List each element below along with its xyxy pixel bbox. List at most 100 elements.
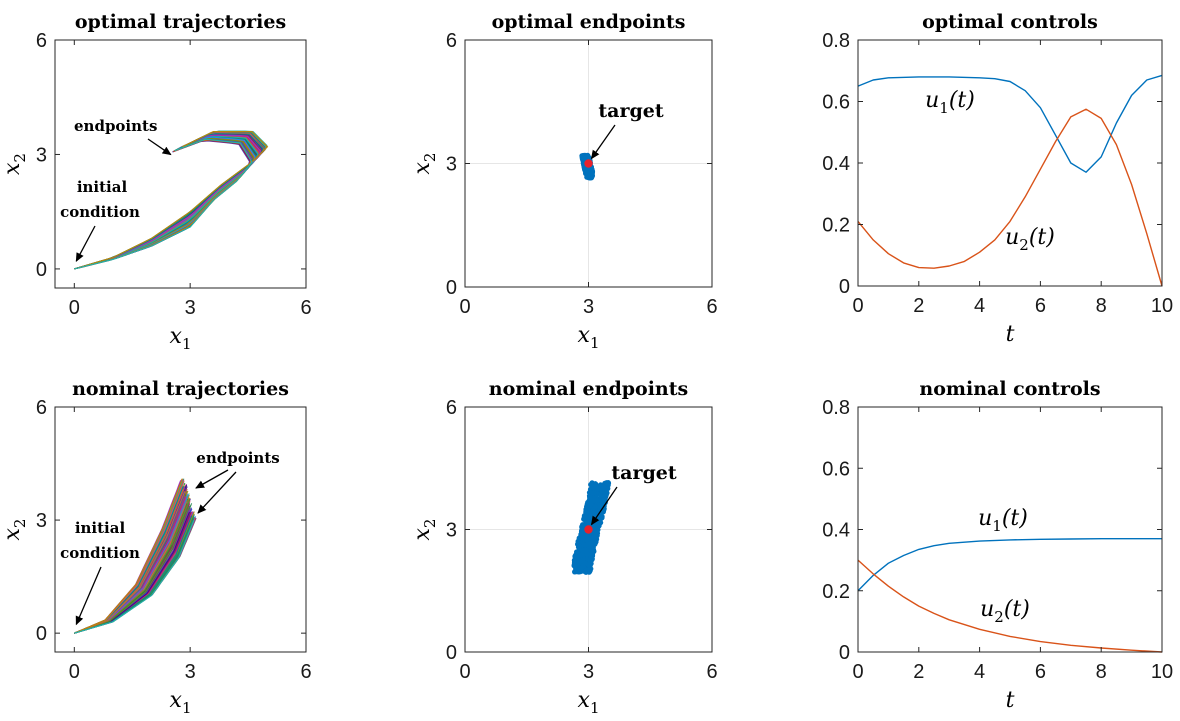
series-label-u2: u2(t) xyxy=(1005,225,1055,254)
y-tick-label: 0.4 xyxy=(822,153,850,175)
target-dot xyxy=(584,159,593,168)
endpoint-dot xyxy=(580,522,586,528)
chart-nominal-trajectories: 0 3 6 0 3 6 nominal trajectories x1 x2 endpoints i… xyxy=(0,378,312,717)
annotation-initial: initial xyxy=(75,519,126,537)
annotation-endpoints: endpoints xyxy=(74,117,157,135)
endpoint-dot xyxy=(600,484,606,490)
endpoint-dot xyxy=(586,500,592,506)
y-tick-label: 0 xyxy=(36,259,47,281)
y-axis-label: x2 xyxy=(410,519,439,541)
endpoint-dot xyxy=(583,567,589,574)
chart-optimal-endpoints: 0 3 6 0 3 6 optimal endpoints x1 x2 target xyxy=(410,11,718,352)
y-tick-label: 0 xyxy=(839,276,850,298)
y-tick-label: 6 xyxy=(446,397,457,419)
x-tick-label: 8 xyxy=(1096,661,1107,683)
x-axis-label: t xyxy=(1006,322,1015,347)
x-axis-label: x1 xyxy=(170,688,192,717)
y-tick-label: 6 xyxy=(36,30,47,52)
y-tick-label: 0.8 xyxy=(822,30,850,52)
endpoint-dot xyxy=(581,516,587,522)
trajectory-line xyxy=(74,135,259,270)
annotation-condition: condition xyxy=(60,544,140,562)
y-tick-label: 6 xyxy=(446,30,457,52)
x-tick-label: 4 xyxy=(974,295,985,317)
annotation-endpoints: endpoints xyxy=(196,449,279,467)
endpoint-dot xyxy=(601,494,607,500)
trajectory-line xyxy=(74,499,191,634)
chart-optimal-trajectories: 0 3 6 0 3 6 optimal trajectories x1 x2 endpoints i… xyxy=(0,11,312,353)
arrow-endpoints-1 xyxy=(195,469,229,489)
endpoint-dot xyxy=(604,490,610,496)
endpoint-dot xyxy=(576,557,582,563)
endpoint-dot xyxy=(587,557,593,563)
plot-content xyxy=(857,74,1163,287)
x-tick-label: 6 xyxy=(1035,661,1046,683)
endpoint-dot xyxy=(575,539,582,545)
trajectory-line xyxy=(74,491,186,634)
y-tick-label: 0 xyxy=(839,642,850,664)
y-tick-label: 3 xyxy=(36,510,47,532)
x-tick-label: 0 xyxy=(459,661,470,683)
x-tick-label: 0 xyxy=(69,297,80,319)
series-label-u1: u1(t) xyxy=(925,88,975,117)
x-tick-label: 0 xyxy=(852,295,863,317)
x-tick-label: 2 xyxy=(913,295,924,317)
chart-optimal-controls: 0 2 4 6 8 10 0 0.2 0.4 0.6 0.8 optimal controls t u1(… xyxy=(822,11,1173,347)
series-line-2 xyxy=(857,108,1163,287)
series-label-u1: u1(t) xyxy=(978,506,1028,535)
y-axis-label: x2 xyxy=(0,519,29,541)
endpoint-dot xyxy=(581,535,587,541)
x-axis-label: x1 xyxy=(578,323,600,352)
arrow-endpoints xyxy=(147,138,172,156)
series-label-u2: u2(t) xyxy=(980,597,1030,626)
x-tick-label: 6 xyxy=(706,296,717,318)
endpoint-dot xyxy=(597,504,603,510)
endpoint-dot xyxy=(584,153,590,159)
y-tick-label: 3 xyxy=(446,154,457,176)
arrow-endpoints-2 xyxy=(197,471,237,514)
endpoint-dot xyxy=(589,551,595,557)
x-tick-label: 6 xyxy=(300,297,311,319)
trajectory-envelope-0 xyxy=(74,131,269,270)
plot-content xyxy=(857,538,1163,653)
chart-title: nominal endpoints xyxy=(489,378,688,400)
y-tick-label: 0.6 xyxy=(822,92,850,114)
x-tick-label: 0 xyxy=(459,296,470,318)
x-tick-label: 3 xyxy=(583,661,594,683)
x-tick-label: 3 xyxy=(185,297,196,319)
trajectory-line xyxy=(74,134,262,270)
plot-content xyxy=(74,478,197,634)
series-line-1 xyxy=(857,74,1163,173)
x-axis-label: x1 xyxy=(170,324,192,353)
chart-title: optimal controls xyxy=(922,11,1098,33)
y-tick-label: 0 xyxy=(36,623,47,645)
x-tick-label: 2 xyxy=(913,661,924,683)
x-tick-label: 0 xyxy=(852,661,863,683)
series-line-2 xyxy=(857,559,1163,653)
chart-title: nominal trajectories xyxy=(72,378,289,400)
plot-area xyxy=(55,40,306,288)
endpoint-dot xyxy=(592,504,598,510)
endpoint-dot xyxy=(581,542,587,548)
endpoint-dot xyxy=(576,543,582,549)
plot-content xyxy=(74,130,269,270)
x-tick-label: 4 xyxy=(974,661,985,683)
endpoint-dot xyxy=(579,552,585,558)
y-axis-label: x2 xyxy=(410,153,439,175)
annotation-target: target xyxy=(598,100,663,122)
chart-title: optimal trajectories xyxy=(75,11,286,33)
x-axis-label: x1 xyxy=(578,688,600,717)
annotation-condition: condition xyxy=(60,203,140,221)
arrow-target xyxy=(590,486,618,526)
x-tick-label: 3 xyxy=(185,661,196,683)
endpoint-dot xyxy=(588,543,594,549)
y-tick-label: 0.6 xyxy=(822,458,850,480)
endpoint-dot xyxy=(600,509,607,515)
chart-title: nominal controls xyxy=(919,378,1100,400)
arrow-initial xyxy=(75,225,96,262)
y-tick-label: 0 xyxy=(446,642,457,664)
chart-title: optimal endpoints xyxy=(492,11,686,33)
endpoint-dot xyxy=(589,167,595,173)
axes-box xyxy=(54,406,307,653)
